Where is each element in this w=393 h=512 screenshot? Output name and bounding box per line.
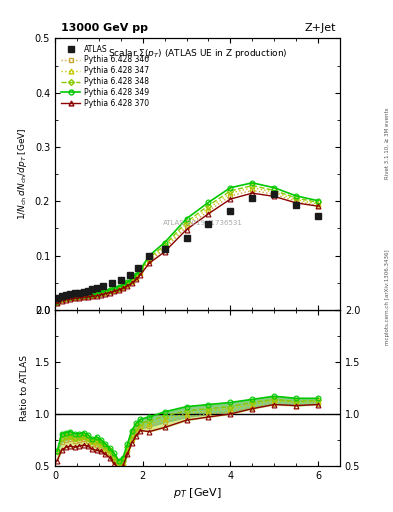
- X-axis label: $p_T$ [GeV]: $p_T$ [GeV]: [173, 486, 222, 500]
- Legend: ATLAS, Pythia 6.428 346, Pythia 6.428 347, Pythia 6.428 348, Pythia 6.428 349, P: ATLAS, Pythia 6.428 346, Pythia 6.428 34…: [59, 42, 151, 111]
- Y-axis label: $1/N_{\rm ch}\,dN_{\rm ch}/dp_T\;[\rm GeV]$: $1/N_{\rm ch}\,dN_{\rm ch}/dp_T\;[\rm Ge…: [16, 128, 29, 221]
- Text: Rivet 3.1.10, ≥ 3M events: Rivet 3.1.10, ≥ 3M events: [385, 108, 389, 179]
- Text: Scalar $\Sigma(p_T)$ (ATLAS UE in Z production): Scalar $\Sigma(p_T)$ (ATLAS UE in Z prod…: [108, 47, 287, 59]
- Text: Z+Jet: Z+Jet: [305, 23, 336, 33]
- Y-axis label: Ratio to ATLAS: Ratio to ATLAS: [20, 355, 29, 421]
- Text: ATLAS_2019_I1736531: ATLAS_2019_I1736531: [163, 220, 243, 226]
- Text: 13000 GeV pp: 13000 GeV pp: [61, 23, 148, 33]
- Text: mcplots.cern.ch [arXiv:1306.3436]: mcplots.cern.ch [arXiv:1306.3436]: [385, 249, 389, 345]
